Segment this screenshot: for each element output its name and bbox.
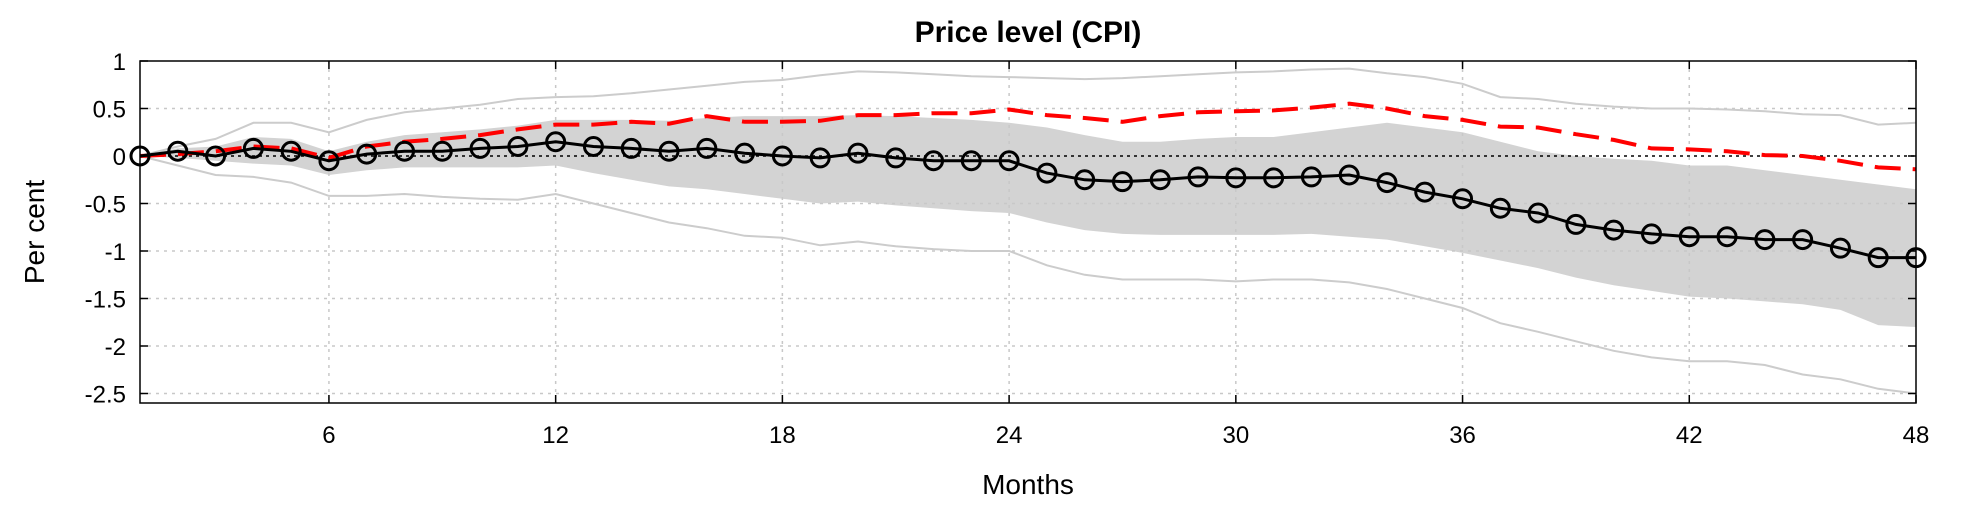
median-point <box>1565 213 1587 235</box>
median-point <box>771 145 793 167</box>
median-point <box>1527 202 1549 224</box>
median-point <box>885 147 907 169</box>
median-point <box>620 137 642 159</box>
median-point <box>658 140 680 162</box>
y-tick-label: -2.5 <box>85 382 126 409</box>
median-point <box>469 137 491 159</box>
x-tick-label: 48 <box>1903 422 1930 449</box>
confidence-band <box>140 115 1916 327</box>
y-tick-label: 1 <box>113 49 126 76</box>
median-point <box>318 150 340 172</box>
median-point <box>394 140 416 162</box>
median-point <box>1603 219 1625 241</box>
median-point <box>507 136 529 157</box>
counterfactual-line <box>139 101 1917 172</box>
y-tick-label: 0.5 <box>93 97 126 124</box>
y-axis-label: Per cent <box>19 180 50 284</box>
x-tick-label: 30 <box>1222 422 1249 449</box>
median-point <box>998 150 1020 172</box>
median-point <box>847 142 869 164</box>
median-point <box>696 137 718 159</box>
median-point <box>1716 226 1738 248</box>
median-point <box>1414 181 1436 203</box>
x-tick-label: 12 <box>542 422 569 449</box>
median-point <box>923 150 945 172</box>
plot-frame <box>139 60 1917 404</box>
median-point <box>1263 167 1285 189</box>
median-point <box>734 142 756 164</box>
median-point <box>280 140 302 162</box>
x-tick-label: 24 <box>996 422 1023 449</box>
median-point <box>1489 197 1511 219</box>
plot-area: 6 12 18 24 30 36 42 48 1 0.5 0 -0.5 -1 -1.5 -2 -2.5 <box>85 49 1930 449</box>
median-point <box>1074 169 1096 191</box>
x-axis-label: Months <box>982 469 1074 500</box>
median-point <box>1678 226 1700 248</box>
median-point <box>1452 188 1474 210</box>
median-point <box>1829 237 1851 259</box>
median-point <box>1338 164 1360 186</box>
median-point <box>1754 229 1776 251</box>
median-point <box>809 147 831 169</box>
outer-band-upper-line <box>139 67 1917 157</box>
median-point <box>167 140 189 162</box>
median-point <box>1867 247 1889 269</box>
median-point <box>1300 166 1322 188</box>
median-line <box>139 140 1916 260</box>
median-point <box>431 140 453 162</box>
median-point <box>1187 166 1209 188</box>
x-tick-label: 18 <box>769 422 796 449</box>
median-point <box>1640 223 1662 245</box>
median-point <box>960 150 982 172</box>
median-point <box>205 145 227 167</box>
median-point <box>1036 162 1058 184</box>
y-tick-label: 0 <box>113 144 126 171</box>
y-tick-label: -1.5 <box>85 287 126 314</box>
x-tick-label: 6 <box>322 422 335 449</box>
y-tick-label: -2 <box>105 334 126 361</box>
y-tick-label: -1 <box>105 239 126 266</box>
median-point <box>1376 172 1398 194</box>
median-point <box>1792 229 1814 251</box>
x-tick-label: 42 <box>1676 422 1703 449</box>
median-point <box>356 143 378 165</box>
median-point <box>1225 167 1247 189</box>
median-point <box>545 131 567 153</box>
median-point <box>1111 171 1133 193</box>
median-point <box>1149 169 1171 191</box>
median-point <box>582 136 604 157</box>
median-point <box>242 137 264 159</box>
outer-band-lower-line <box>139 155 1917 395</box>
x-tick-label: 36 <box>1449 422 1476 449</box>
chart-title: Price level (CPI) <box>915 16 1142 49</box>
y-tick-label: -0.5 <box>85 192 126 219</box>
